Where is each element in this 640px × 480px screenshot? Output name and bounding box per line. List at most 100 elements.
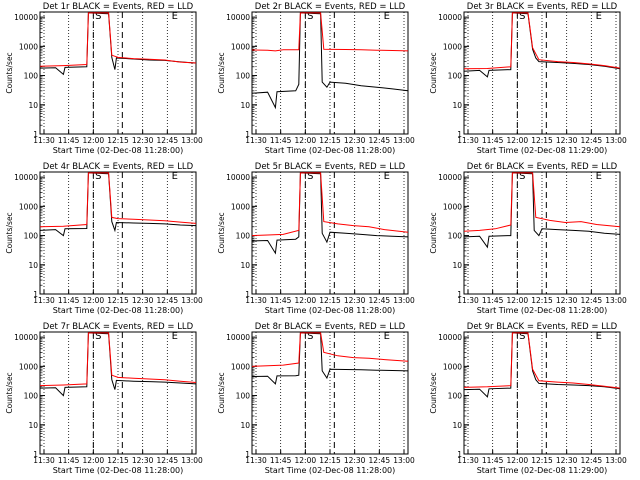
y-tick-label: 1000 bbox=[443, 202, 462, 211]
x-tick-label: 12:30 bbox=[556, 136, 578, 145]
x-tick-label: 12:45 bbox=[157, 456, 179, 465]
y-tick-label: 100 bbox=[448, 392, 463, 401]
y-tick-label: 10000 bbox=[438, 333, 462, 342]
chart-title: Det 9r BLACK = Events, RED = LLD bbox=[467, 322, 618, 332]
series-line-events bbox=[251, 12, 409, 110]
y-tick-label: 1000 bbox=[231, 362, 250, 371]
chart-title: Det 5r BLACK = Events, RED = LLD bbox=[255, 162, 406, 172]
x-tick-label: 13:00 bbox=[181, 136, 203, 145]
y-tick-label: 1000 bbox=[231, 202, 250, 211]
chart-title: Det 2r BLACK = Events, RED = LLD bbox=[255, 2, 406, 12]
series-line-lld bbox=[39, 12, 197, 67]
start-marker-label: S bbox=[307, 171, 313, 182]
start-marker-label: S bbox=[519, 11, 525, 22]
x-tick-label: 11:30 bbox=[457, 456, 479, 465]
y-tick-label: 1000 bbox=[231, 42, 250, 51]
x-tick-label: 12:30 bbox=[132, 136, 154, 145]
y-axis-label: Counts/sec bbox=[217, 372, 226, 413]
y-tick-label: 100 bbox=[24, 392, 39, 401]
y-tick-label: 10 bbox=[452, 421, 462, 430]
y-axis-label: Counts/sec bbox=[5, 52, 14, 93]
x-tick-label: 12:00 bbox=[295, 136, 317, 145]
x-tick-label: 11:45 bbox=[270, 296, 292, 305]
x-tick-label: 12:45 bbox=[157, 136, 179, 145]
chart-title: Det 4r BLACK = Events, RED = LLD bbox=[43, 162, 194, 172]
y-axis-label: Counts/sec bbox=[429, 52, 438, 93]
y-tick-label: 10 bbox=[452, 101, 462, 110]
y-tick-label: 10 bbox=[240, 101, 250, 110]
x-tick-label: 12:00 bbox=[295, 296, 317, 305]
x-tick-label: 12:30 bbox=[344, 296, 366, 305]
y-axis-label: Counts/sec bbox=[429, 372, 438, 413]
x-tick-label: 11:30 bbox=[33, 296, 55, 305]
x-tick-label: 12:00 bbox=[507, 296, 529, 305]
x-tick-label: 12:45 bbox=[369, 296, 391, 305]
chart-title: Det 7r BLACK = Events, RED = LLD bbox=[43, 322, 194, 332]
y-tick-label: 10 bbox=[240, 421, 250, 430]
x-tick-label: 12:45 bbox=[157, 296, 179, 305]
y-tick-label: 100 bbox=[448, 72, 463, 81]
start-marker-label: S bbox=[307, 11, 313, 22]
y-tick-label: 1 bbox=[33, 450, 38, 459]
y-tick-label: 1 bbox=[245, 290, 250, 299]
chart-panel-9: 11:30 11:45 12:00 12:15 12:30 12:45 13:00 S E 1 10… bbox=[429, 322, 627, 475]
x-tick-label: 12:45 bbox=[581, 296, 603, 305]
x-tick-label: 13:00 bbox=[605, 456, 627, 465]
x-tick-label: 12:30 bbox=[556, 296, 578, 305]
x-tick-label: 11:45 bbox=[482, 456, 504, 465]
end-marker-label: E bbox=[384, 11, 390, 22]
x-tick-label: 11:30 bbox=[33, 456, 55, 465]
chart-panel-4: 11:30 11:45 12:00 12:15 12:30 12:45 13:00 S E 1 10… bbox=[5, 162, 203, 315]
x-tick-label: 12:15 bbox=[319, 456, 341, 465]
x-tick-label: 12:00 bbox=[507, 456, 529, 465]
y-axis-label: Counts/sec bbox=[5, 212, 14, 253]
x-tick-label: 13:00 bbox=[393, 456, 415, 465]
series-line-lld bbox=[251, 172, 409, 237]
y-axis-label: Counts/sec bbox=[217, 212, 226, 253]
x-tick-label: 12:30 bbox=[132, 296, 154, 305]
x-tick-label: 12:45 bbox=[369, 136, 391, 145]
y-axis-label: Counts/sec bbox=[5, 372, 14, 413]
x-tick-label: 12:45 bbox=[369, 456, 391, 465]
end-marker-label: E bbox=[172, 11, 178, 22]
x-tick-label: 12:15 bbox=[107, 136, 129, 145]
series-line-events bbox=[39, 172, 197, 237]
y-tick-label: 10 bbox=[28, 101, 38, 110]
x-tick-label: 11:30 bbox=[457, 136, 479, 145]
x-tick-label: 12:30 bbox=[344, 456, 366, 465]
series-line-lld bbox=[39, 172, 197, 228]
start-marker-label: S bbox=[95, 11, 101, 22]
series-line-events bbox=[463, 12, 621, 78]
x-tick-label: 13:00 bbox=[393, 296, 415, 305]
y-tick-label: 1 bbox=[245, 130, 250, 139]
start-marker-label: S bbox=[95, 331, 101, 342]
y-tick-label: 100 bbox=[236, 392, 251, 401]
chart-title: Det 3r BLACK = Events, RED = LLD bbox=[467, 2, 618, 12]
end-marker-label: E bbox=[384, 171, 390, 182]
y-tick-label: 1000 bbox=[443, 362, 462, 371]
end-marker-label: E bbox=[596, 171, 602, 182]
y-tick-label: 10000 bbox=[14, 173, 38, 182]
y-tick-label: 1000 bbox=[19, 42, 38, 51]
y-tick-label: 100 bbox=[448, 232, 463, 241]
x-axis-label: Start Time (02-Dec-08 11:28:00) bbox=[265, 306, 396, 315]
y-tick-label: 10000 bbox=[14, 13, 38, 22]
y-tick-label: 10000 bbox=[226, 13, 250, 22]
series-line-lld bbox=[251, 332, 409, 367]
series-line-events bbox=[39, 332, 197, 397]
y-tick-label: 1 bbox=[33, 130, 38, 139]
y-tick-label: 1000 bbox=[19, 202, 38, 211]
start-marker-label: S bbox=[307, 331, 313, 342]
y-tick-label: 10 bbox=[28, 261, 38, 270]
chart-panel-5: 11:30 11:45 12:00 12:15 12:30 12:45 13:00 S E 1 10… bbox=[217, 162, 415, 315]
series-line-events bbox=[463, 332, 621, 398]
x-tick-label: 11:45 bbox=[270, 136, 292, 145]
series-line-lld bbox=[463, 332, 621, 389]
x-axis-label: Start Time (02-Dec-08 11:28:00) bbox=[477, 306, 608, 315]
x-tick-label: 11:30 bbox=[245, 136, 267, 145]
series-line-events bbox=[251, 172, 409, 255]
y-tick-label: 10000 bbox=[226, 173, 250, 182]
end-marker-label: E bbox=[384, 331, 390, 342]
x-tick-label: 12:30 bbox=[344, 136, 366, 145]
chart-panel-6: 11:30 11:45 12:00 12:15 12:30 12:45 13:00 S E 1 10… bbox=[429, 162, 627, 315]
